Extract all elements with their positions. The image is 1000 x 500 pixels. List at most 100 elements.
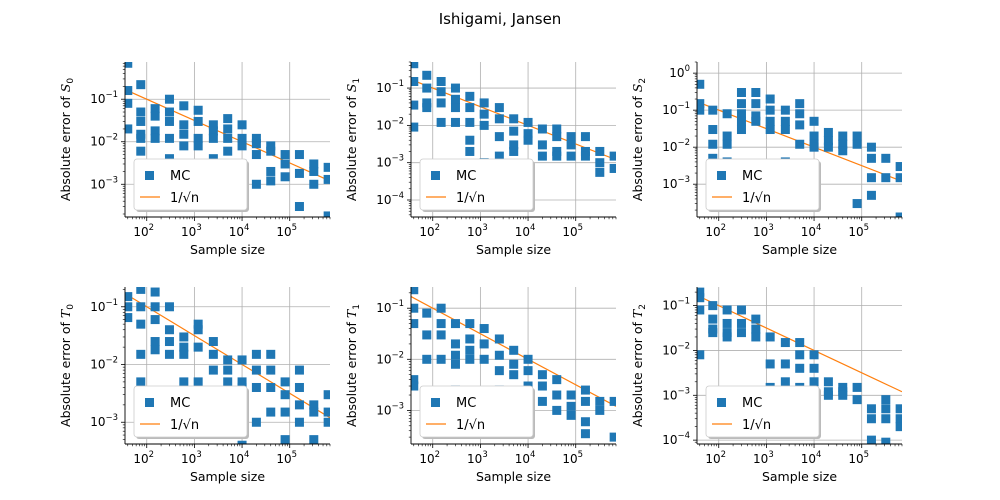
data-point bbox=[450, 359, 460, 369]
y-tick-exponent: −1 bbox=[677, 297, 690, 307]
data-point bbox=[323, 390, 330, 400]
data-point bbox=[580, 396, 590, 406]
data-point bbox=[280, 172, 290, 182]
y-tick-mantissa: 10 bbox=[376, 156, 391, 170]
data-point bbox=[609, 432, 616, 442]
data-point bbox=[193, 342, 203, 352]
x-tick-label: 105 bbox=[848, 223, 869, 239]
y-tick-mantissa: 10 bbox=[376, 81, 391, 95]
data-point bbox=[523, 135, 533, 145]
legend-marker-mc bbox=[431, 398, 440, 407]
data-point bbox=[164, 133, 174, 143]
x-axis-label: Sample size bbox=[476, 242, 551, 257]
y-tick-exponent: −3 bbox=[391, 154, 404, 164]
data-point bbox=[697, 105, 705, 115]
x-tick-mantissa: 10 bbox=[467, 225, 482, 239]
data-point bbox=[237, 355, 247, 365]
y-tick-label: 10−2 bbox=[90, 133, 118, 149]
data-point bbox=[280, 390, 290, 400]
data-point bbox=[436, 77, 446, 87]
x-tick-mantissa: 10 bbox=[515, 452, 530, 466]
data-point bbox=[866, 153, 876, 163]
data-point bbox=[465, 146, 475, 156]
data-point bbox=[280, 159, 290, 169]
data-point bbox=[751, 314, 761, 324]
data-point bbox=[436, 117, 446, 127]
data-point bbox=[237, 120, 247, 130]
legend-label-ref: 1/√n bbox=[456, 418, 485, 433]
x-tick-mantissa: 10 bbox=[753, 225, 768, 239]
data-point bbox=[136, 133, 146, 143]
data-point bbox=[266, 407, 276, 417]
data-point bbox=[193, 105, 203, 115]
data-point bbox=[450, 94, 460, 104]
data-point bbox=[509, 345, 519, 355]
data-point bbox=[309, 159, 319, 169]
legend-label-mc: MC bbox=[170, 169, 190, 184]
data-point bbox=[309, 407, 319, 417]
data-point bbox=[751, 87, 761, 97]
data-point bbox=[509, 370, 519, 380]
data-point bbox=[479, 354, 489, 364]
data-point bbox=[881, 173, 891, 183]
x-tick-exponent: 4 bbox=[816, 223, 821, 233]
data-point bbox=[494, 103, 504, 113]
data-point bbox=[251, 349, 261, 359]
y-label-prefix: Absolute error of bbox=[344, 318, 359, 427]
y-axis-label: Absolute error of T2 bbox=[630, 304, 648, 427]
data-point bbox=[580, 385, 590, 395]
data-point bbox=[765, 332, 775, 342]
y-label-prefix: Absolute error of bbox=[630, 92, 645, 201]
x-tick-label: 104 bbox=[229, 223, 250, 239]
x-tick-exponent: 4 bbox=[530, 450, 535, 460]
data-point bbox=[809, 377, 819, 387]
legend-marker-mc bbox=[145, 398, 154, 407]
data-point bbox=[136, 146, 146, 156]
data-point bbox=[552, 132, 562, 142]
data-point bbox=[494, 132, 504, 142]
data-point bbox=[722, 332, 732, 342]
legend-4: MC 1/√n bbox=[419, 385, 535, 439]
data-point bbox=[708, 314, 718, 324]
data-point bbox=[708, 301, 718, 311]
x-tick-exponent: 5 bbox=[292, 450, 297, 460]
x-axis-label: Sample size bbox=[762, 469, 837, 484]
x-tick-label: 102 bbox=[133, 223, 154, 239]
data-point bbox=[193, 133, 203, 143]
y-tick-mantissa: 10 bbox=[662, 140, 677, 154]
y-tick-exponent: 0 bbox=[685, 64, 690, 74]
x-tick-label: 102 bbox=[705, 450, 726, 466]
data-point bbox=[722, 109, 732, 119]
data-point bbox=[895, 162, 902, 172]
data-point bbox=[751, 324, 761, 334]
legend-marker-mc bbox=[717, 398, 726, 407]
x-tick-mantissa: 10 bbox=[229, 225, 244, 239]
data-point bbox=[609, 163, 616, 173]
data-point bbox=[436, 319, 446, 329]
data-point bbox=[697, 99, 705, 109]
x-tick-mantissa: 10 bbox=[276, 452, 291, 466]
data-point bbox=[895, 414, 902, 424]
data-point bbox=[208, 120, 218, 130]
data-point bbox=[736, 87, 746, 97]
data-point bbox=[537, 140, 547, 150]
data-point bbox=[323, 417, 330, 427]
data-point bbox=[552, 151, 562, 161]
data-point bbox=[866, 435, 876, 444]
y-label-variable: S bbox=[630, 84, 645, 93]
data-point bbox=[552, 146, 562, 156]
data-point bbox=[852, 199, 862, 209]
data-point bbox=[136, 80, 146, 90]
x-tick-label: 104 bbox=[801, 223, 822, 239]
data-point bbox=[266, 349, 276, 359]
data-point bbox=[566, 401, 576, 411]
legend-box bbox=[133, 158, 248, 211]
data-point bbox=[895, 404, 902, 414]
y-tick-label: 10−1 bbox=[662, 101, 690, 117]
legend-0: MC 1/√n bbox=[133, 158, 249, 212]
data-point bbox=[179, 101, 189, 111]
y-tick-mantissa: 10 bbox=[662, 299, 677, 313]
legend-box bbox=[133, 385, 248, 438]
data-point bbox=[866, 190, 876, 200]
